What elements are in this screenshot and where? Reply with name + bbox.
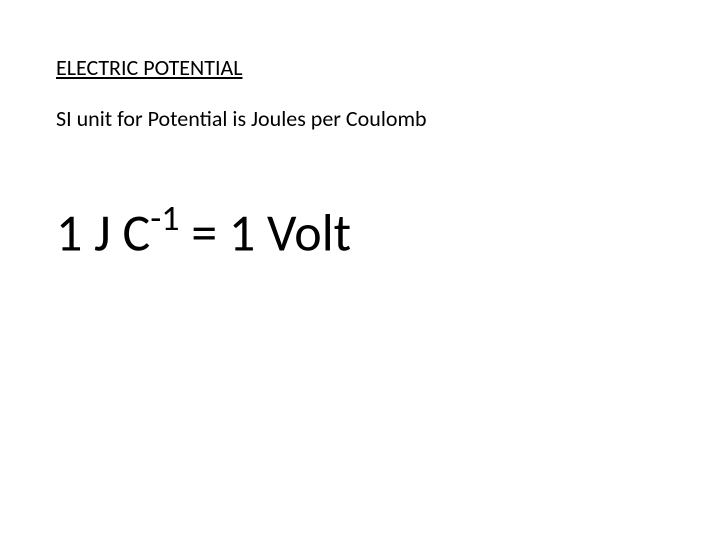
slide-title: ELECTRIC POTENTIAL: [56, 54, 664, 81]
equation-prefix: 1 J C: [56, 200, 150, 264]
slide-container: ELECTRIC POTENTIAL SI unit for Potential…: [0, 0, 720, 312]
equation-superscript: -1: [150, 196, 179, 240]
equation-text: 1 J C-1 = 1 Volt: [56, 202, 664, 258]
slide-subtitle: SI unit for Potential is Joules per Coul…: [56, 105, 664, 132]
equation-suffix: = 1 Volt: [179, 200, 351, 264]
